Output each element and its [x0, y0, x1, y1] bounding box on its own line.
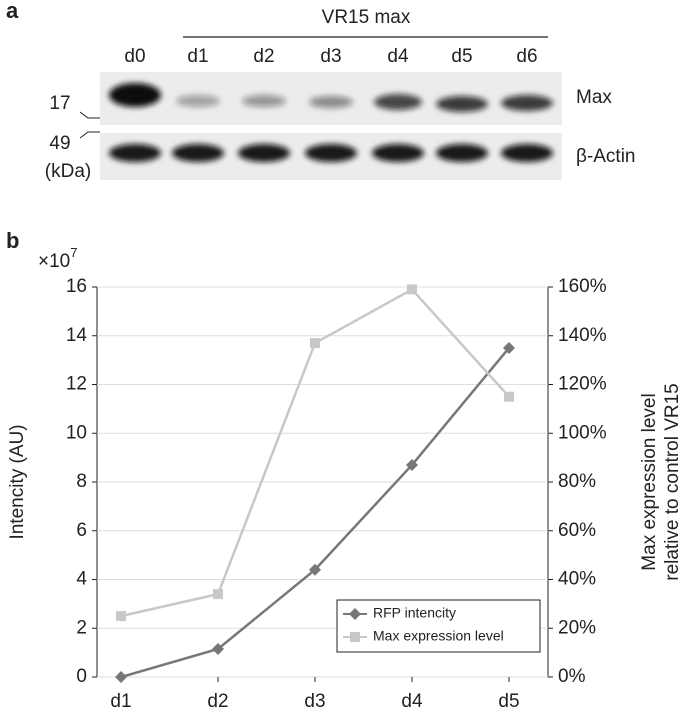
band [176, 95, 220, 107]
y2-tick-label: 120% [558, 374, 607, 395]
band [374, 94, 422, 110]
band [305, 144, 357, 162]
y-tick-label: 6 [76, 520, 87, 541]
y-tick-label: 2 [76, 617, 87, 638]
row-label: β-Actin [576, 146, 636, 167]
y-tick-label: 12 [66, 374, 87, 395]
y-tick-label: 0 [76, 666, 87, 687]
panel-label: b [6, 228, 19, 253]
x-tick-label: d3 [304, 691, 325, 712]
y2-tick-label: 160% [558, 276, 607, 297]
y2-axis-label: relative to control VR15 [662, 383, 683, 581]
y-tick-label: 10 [66, 422, 87, 443]
y2-tick-label: 140% [558, 325, 607, 346]
marker-label: 17 [49, 93, 70, 114]
band [109, 83, 161, 107]
marker-unit: (kDa) [45, 161, 91, 182]
band [238, 144, 290, 162]
lane-label: d0 [124, 46, 145, 67]
marker [407, 284, 417, 295]
band [309, 96, 353, 108]
marker [115, 671, 127, 683]
y2-tick-label: 0% [558, 666, 586, 687]
y2-tick-label: 40% [558, 569, 596, 590]
lane-label: d1 [187, 46, 208, 67]
y2-axis-label: Max expression level [639, 393, 660, 570]
marker-tick [79, 131, 100, 139]
x-tick-label: d4 [401, 691, 423, 712]
x-tick-label: d2 [207, 691, 228, 712]
x-tick-label: d1 [110, 691, 131, 712]
marker [310, 338, 320, 349]
legend-label: Max expression level [373, 628, 504, 644]
row-label: Max [576, 87, 612, 108]
y2-tick-label: 60% [558, 520, 596, 541]
legend-label: RFP intencity [373, 605, 456, 621]
y-tick-label: 4 [76, 569, 87, 590]
marker [212, 642, 224, 655]
marker [213, 589, 223, 600]
y-tick-label: 8 [76, 471, 87, 492]
band [242, 95, 286, 107]
legend-box [336, 599, 541, 653]
lane-label: d2 [253, 46, 274, 67]
panel-label: a [6, 0, 19, 23]
band [501, 95, 553, 111]
y2-tick-label: 80% [558, 471, 596, 492]
y-axis-label: Intencity (AU) [7, 424, 28, 539]
marker-tick [79, 111, 100, 119]
marker [349, 608, 361, 620]
marker [350, 632, 360, 642]
multiplier-base: ×10 [38, 251, 70, 272]
y-multiplier: ×107 [38, 245, 77, 272]
multiplier-exponent: 7 [70, 245, 77, 260]
lane-label: d6 [516, 46, 537, 67]
band [501, 144, 553, 162]
blot-bands [109, 83, 553, 162]
band [372, 144, 424, 162]
y-tick-label: 14 [66, 325, 88, 346]
marker [116, 611, 126, 622]
band [436, 96, 488, 112]
marker [309, 563, 321, 576]
marker [504, 391, 514, 402]
band [436, 144, 488, 162]
x-tick-label: d5 [498, 691, 519, 712]
marker [503, 341, 515, 354]
lane-label: d3 [320, 46, 341, 67]
marker [406, 458, 418, 471]
marker-label: 49 [49, 133, 70, 154]
y2-tick-label: 100% [558, 422, 607, 443]
band [172, 144, 224, 162]
y2-tick-label: 20% [558, 617, 596, 638]
group-label: VR15 max [322, 7, 411, 28]
y-tick-label: 16 [66, 276, 87, 297]
lane-label: d5 [451, 46, 472, 67]
band [109, 144, 161, 162]
lane-label: d4 [387, 46, 409, 67]
